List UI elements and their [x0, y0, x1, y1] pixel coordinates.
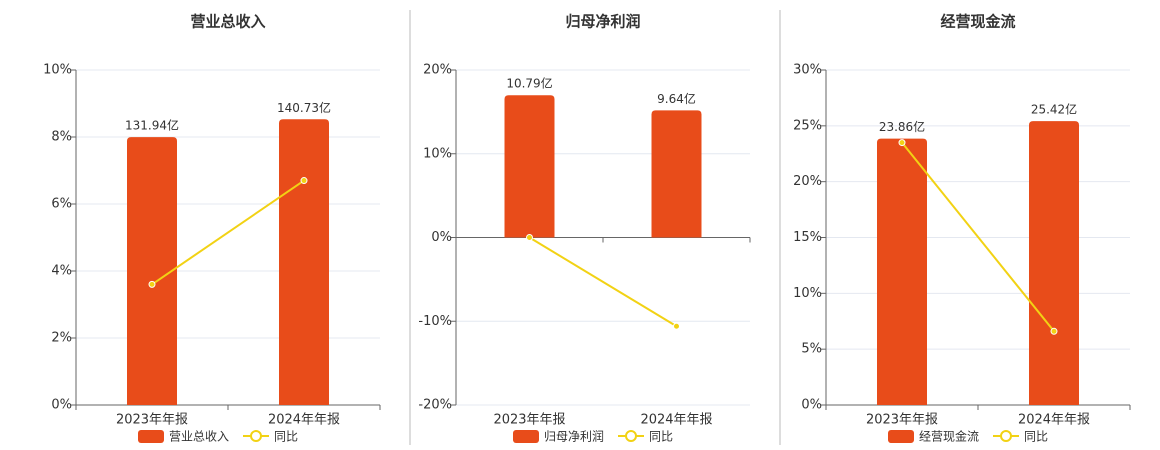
y-tick-label: 0% [801, 398, 822, 413]
bar [877, 138, 927, 405]
legend-swatch [513, 430, 539, 443]
x-tick-label: 2024年年报 [1018, 413, 1090, 428]
line-point [526, 234, 533, 241]
y-tick-label: 25% [793, 118, 822, 133]
x-tick-label: 2024年年报 [268, 413, 340, 428]
y-tick-label: 15% [793, 230, 822, 245]
y-tick-label: 0% [51, 398, 72, 413]
y-tick-label: 2% [51, 331, 72, 346]
legend-label: 同比 [649, 430, 673, 444]
bar [651, 110, 702, 238]
line-point [1050, 327, 1058, 335]
line [901, 141, 1055, 332]
legend-label: 营业总收入 [169, 430, 229, 444]
x-tick-label: 2024年年报 [640, 413, 712, 428]
legend-label: 同比 [1024, 430, 1048, 444]
value-label: 10.79亿 [506, 76, 552, 91]
y-tick-label: 20% [423, 63, 452, 78]
bar [1029, 121, 1079, 405]
line-point [148, 280, 156, 288]
x-tick-label: 2023年年报 [116, 413, 188, 428]
line [528, 236, 678, 328]
legend-swatch [1000, 430, 1012, 442]
chart-title: 经营现金流 [940, 13, 1015, 31]
legend-swatch [250, 430, 262, 442]
y-tick-label: 6% [51, 197, 72, 212]
x-tick-label: 2023年年报 [493, 413, 565, 428]
line-point [300, 177, 308, 185]
bar [279, 119, 329, 405]
legend-label: 经营现金流 [919, 429, 979, 444]
line-point [898, 139, 906, 147]
y-tick-label: 0% [431, 230, 452, 245]
y-tick-label: 5% [801, 342, 822, 357]
value-label: 140.73亿 [277, 100, 331, 115]
value-label: 23.86亿 [879, 119, 925, 134]
value-label: 9.64亿 [657, 91, 696, 106]
y-tick-label: 30% [793, 63, 822, 78]
chart-title: 营业总收入 [190, 13, 265, 31]
legend-label: 同比 [274, 430, 298, 444]
y-tick-label: -10% [418, 314, 452, 329]
y-tick-label: 8% [51, 130, 72, 145]
y-tick-label: 10% [423, 146, 452, 161]
x-tick-label: 2023年年报 [866, 413, 938, 428]
legend-swatch [888, 430, 914, 443]
y-tick-label: 4% [51, 264, 72, 279]
legend-swatch [138, 430, 164, 443]
legend-label: 归母净利润 [544, 430, 604, 444]
value-label: 25.42亿 [1031, 102, 1077, 117]
y-tick-label: 20% [793, 174, 822, 189]
y-tick-label: 10% [43, 63, 72, 78]
bar [127, 137, 177, 405]
line-point [673, 322, 680, 330]
legend-swatch [625, 430, 637, 442]
chart-title: 归母净利润 [565, 13, 640, 31]
value-label: 131.94亿 [125, 118, 179, 133]
y-tick-label: 10% [793, 286, 822, 301]
bar [504, 95, 555, 238]
y-tick-label: -20% [418, 398, 452, 413]
line [151, 179, 305, 286]
